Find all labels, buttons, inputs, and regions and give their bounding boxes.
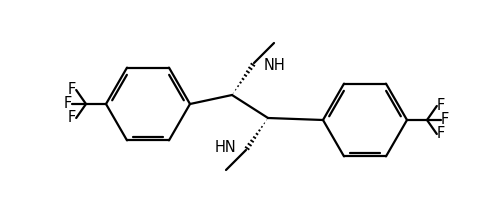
Text: HN: HN [214, 140, 236, 156]
Text: F: F [441, 113, 449, 128]
Text: F: F [436, 99, 445, 114]
Text: F: F [436, 126, 445, 141]
Text: NH: NH [264, 57, 286, 73]
Text: F: F [68, 83, 76, 98]
Text: F: F [68, 110, 76, 125]
Text: F: F [64, 97, 72, 111]
